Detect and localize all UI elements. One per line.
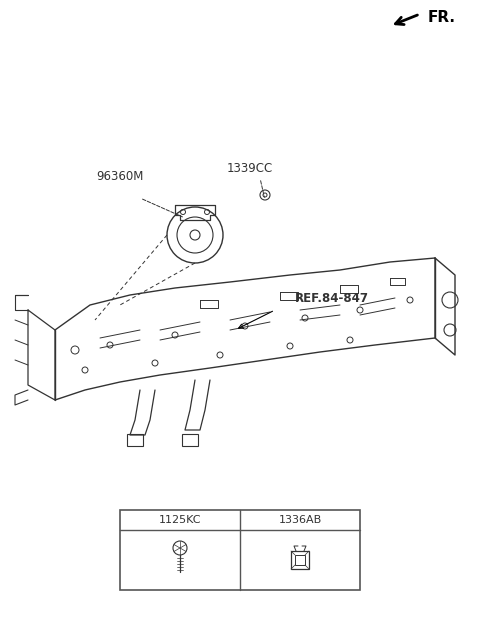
Text: 1339CC: 1339CC	[227, 162, 273, 175]
Text: FR.: FR.	[428, 10, 456, 25]
Bar	[295, 555, 305, 565]
Text: REF.84-847: REF.84-847	[295, 292, 369, 305]
Text: 1336AB: 1336AB	[278, 515, 322, 525]
Bar	[120, 510, 360, 590]
Bar	[127, 434, 143, 446]
Text: 96360M: 96360M	[96, 170, 144, 183]
Text: 1125KC: 1125KC	[159, 515, 201, 525]
Bar	[291, 551, 309, 569]
Bar	[182, 434, 198, 446]
